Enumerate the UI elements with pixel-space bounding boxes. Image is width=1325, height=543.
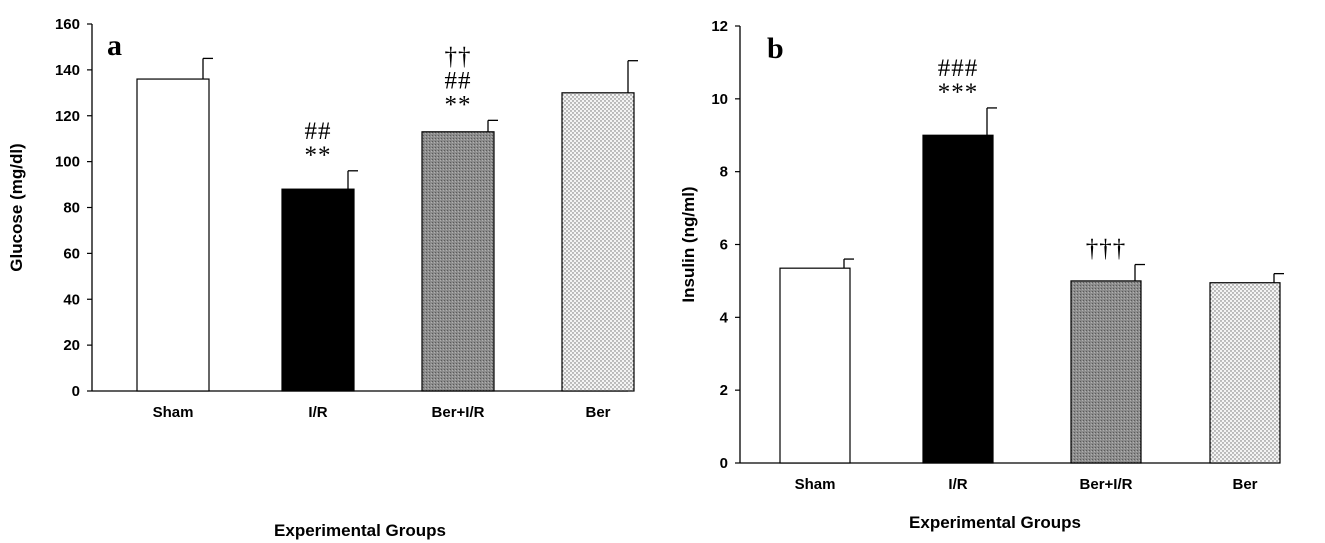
x-tick-label: Sham	[795, 476, 836, 493]
y-axis-title: Glucose (mg/dl)	[7, 143, 26, 271]
y-tick-label: 20	[63, 337, 80, 354]
y-tick-label: 0	[720, 455, 728, 472]
significance-label: †††	[1086, 236, 1127, 263]
x-tick-label: Ber+I/R	[1080, 476, 1133, 493]
y-tick-label: 12	[711, 18, 728, 35]
bar	[136, 78, 210, 392]
y-tick-label: 120	[55, 108, 80, 125]
x-axis-title: Experimental Groups	[274, 521, 446, 540]
bar	[561, 92, 635, 392]
y-tick-label: 80	[63, 200, 80, 217]
insulin-chart: 0 2 4 6 8 10 12 Sham I/R ***### Ber+I/R ††† Ber b Insu…	[679, 18, 1284, 532]
significance-label: ††	[445, 43, 472, 70]
y-tick-label: 140	[55, 62, 80, 79]
y-tick-label: 40	[63, 291, 80, 308]
y-tick-label: 2	[720, 382, 728, 399]
significance-label: ***	[938, 79, 979, 106]
bar	[1070, 280, 1142, 464]
x-tick-label: Ber	[585, 404, 610, 421]
x-tick-label: I/R	[948, 476, 967, 493]
significance-label: ##	[305, 118, 332, 145]
y-tick-label: 100	[55, 154, 80, 171]
significance-label: **	[305, 142, 332, 169]
bar	[421, 131, 495, 392]
bar	[1209, 282, 1281, 464]
bar	[281, 188, 355, 392]
significance-label: ###	[938, 55, 979, 82]
significance-label: ##	[445, 67, 472, 94]
panel-label: b	[767, 32, 784, 65]
y-tick-label: 4	[720, 309, 729, 326]
y-tick-label: 8	[720, 164, 728, 181]
x-axis-title: Experimental Groups	[909, 513, 1081, 532]
y-axis-title: Insulin (ng/ml)	[679, 186, 698, 302]
y-tick-label: 6	[720, 237, 728, 254]
bar	[779, 267, 851, 464]
bar	[922, 134, 994, 464]
y-tick-label: 10	[711, 91, 728, 108]
x-tick-label: Ber+I/R	[432, 404, 485, 421]
x-tick-label: I/R	[308, 404, 327, 421]
y-tick-label: 160	[55, 16, 80, 33]
panel-label: a	[107, 29, 122, 62]
y-tick-label: 60	[63, 245, 80, 262]
x-tick-label: Ber	[1232, 476, 1257, 493]
y-tick-label: 0	[72, 383, 80, 400]
significance-label: **	[445, 91, 472, 118]
x-tick-label: Sham	[153, 404, 194, 421]
